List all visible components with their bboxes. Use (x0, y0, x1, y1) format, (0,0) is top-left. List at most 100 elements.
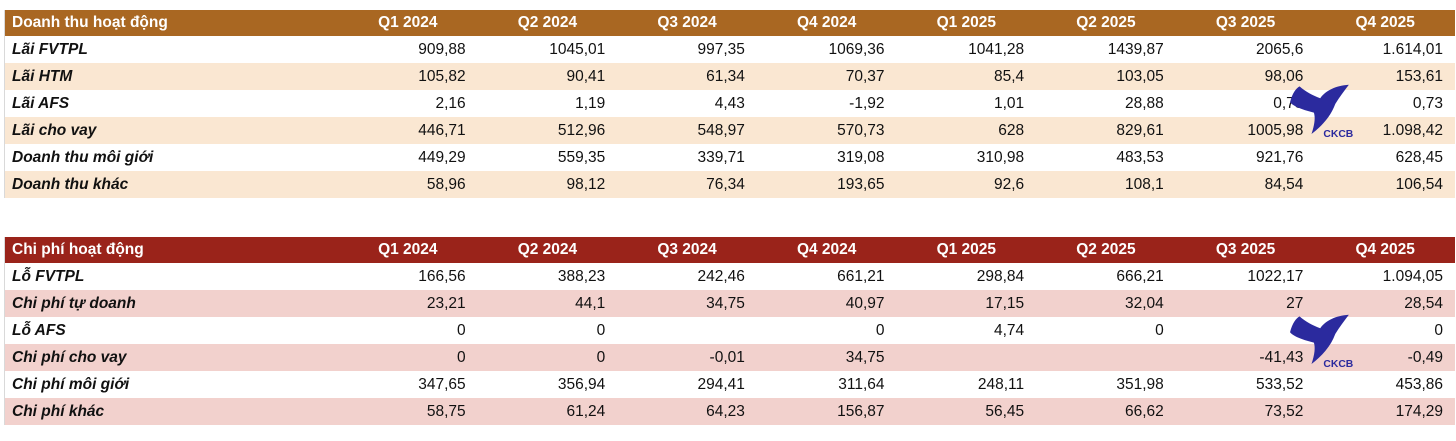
value-cell[interactable]: 1,19 (575, 94, 606, 112)
value-cell[interactable]: 28,54 (1404, 294, 1443, 312)
value-cell[interactable]: 449,29 (418, 148, 466, 166)
value-cell[interactable]: -1,92 (849, 94, 885, 112)
value-cell[interactable]: 0 (596, 348, 606, 366)
column-header[interactable]: Q1 2025 (936, 241, 997, 258)
row-label[interactable]: Lãi HTM (12, 67, 73, 85)
value-cell[interactable]: 351,98 (1116, 375, 1164, 393)
value-cell[interactable]: 1041,28 (968, 40, 1025, 58)
column-header[interactable]: Q4 2024 (796, 14, 857, 31)
value-cell[interactable]: 98,12 (566, 175, 606, 193)
value-cell[interactable]: 1005,98 (1247, 121, 1304, 139)
value-cell[interactable]: 1439,87 (1107, 40, 1164, 58)
value-cell[interactable]: 58,96 (426, 175, 466, 193)
value-cell[interactable]: 1.098,42 (1382, 121, 1443, 139)
row-label[interactable]: Chi phí môi giới (12, 375, 130, 393)
value-cell[interactable]: 548,97 (697, 121, 745, 139)
value-cell[interactable]: 347,65 (418, 375, 466, 393)
expense-table-title[interactable]: Chi phí hoạt động (12, 241, 144, 258)
column-header[interactable]: Q1 2025 (936, 14, 997, 31)
value-cell[interactable]: 2065,6 (1255, 40, 1304, 58)
value-cell[interactable]: 1,01 (993, 94, 1025, 112)
value-cell[interactable]: 0 (1155, 321, 1164, 339)
value-cell[interactable]: 512,96 (557, 121, 606, 139)
value-cell[interactable]: 0 (1434, 321, 1443, 339)
row-label[interactable]: Lãi FVTPL (12, 40, 88, 58)
value-cell[interactable]: 921,76 (1255, 148, 1304, 166)
value-cell[interactable]: 483,53 (1116, 148, 1164, 166)
value-cell[interactable]: 446,71 (418, 121, 466, 139)
value-cell[interactable]: -41,43 (1259, 348, 1304, 366)
revenue-table-title[interactable]: Doanh thu hoạt động (12, 14, 168, 31)
value-cell[interactable]: -0,49 (1407, 348, 1443, 366)
column-header[interactable]: Q4 2025 (1355, 241, 1415, 258)
column-header[interactable]: Q1 2024 (378, 241, 438, 258)
value-cell[interactable]: 628,45 (1395, 148, 1443, 166)
value-cell[interactable]: 248,11 (977, 375, 1025, 393)
column-header[interactable]: Q3 2025 (1215, 241, 1276, 258)
value-cell[interactable]: 44,1 (575, 294, 606, 312)
column-header[interactable]: Q3 2024 (657, 14, 717, 31)
row-label[interactable]: Lãi AFS (12, 94, 70, 112)
value-cell[interactable]: 193,65 (837, 175, 885, 193)
value-cell[interactable]: 1022,17 (1247, 267, 1304, 285)
value-cell[interactable]: 70,37 (845, 67, 885, 85)
value-cell[interactable]: 105,82 (418, 67, 466, 85)
value-cell[interactable]: 27 (1286, 294, 1304, 312)
value-cell[interactable]: 388,23 (557, 267, 606, 285)
value-cell[interactable]: 533,52 (1255, 375, 1304, 393)
value-cell[interactable]: 58,75 (426, 402, 466, 420)
row-label[interactable]: Chi phí khác (12, 402, 105, 420)
value-cell[interactable]: 28,88 (1124, 94, 1164, 112)
value-cell[interactable]: 242,46 (697, 267, 745, 285)
value-cell[interactable]: 23,21 (426, 294, 466, 312)
value-cell[interactable]: 34,75 (706, 294, 745, 312)
value-cell[interactable]: 0,73 (1412, 94, 1443, 112)
column-header[interactable]: Q2 2025 (1076, 14, 1136, 31)
value-cell[interactable]: -0,01 (709, 348, 745, 366)
value-cell[interactable]: 61,34 (706, 67, 745, 85)
value-cell[interactable]: 153,61 (1395, 67, 1443, 85)
row-label[interactable]: Chi phí cho vay (12, 348, 127, 366)
value-cell[interactable]: 298,84 (976, 267, 1025, 285)
value-cell[interactable]: 103,05 (1116, 67, 1164, 85)
column-header[interactable]: Q1 2024 (378, 14, 438, 31)
value-cell[interactable]: 1045,01 (549, 40, 606, 58)
value-cell[interactable]: 84,54 (1264, 175, 1304, 193)
value-cell[interactable]: 66,62 (1124, 402, 1164, 420)
value-cell[interactable]: 319,08 (837, 148, 885, 166)
value-cell[interactable]: 0 (875, 321, 885, 339)
value-cell[interactable]: 0 (1294, 321, 1304, 339)
value-cell[interactable]: 56,45 (985, 402, 1025, 420)
row-label[interactable]: Lỗ AFS (12, 321, 66, 339)
value-cell[interactable]: 294,41 (697, 375, 745, 393)
value-cell[interactable]: 829,61 (1116, 121, 1164, 139)
value-cell[interactable]: 453,86 (1395, 375, 1443, 393)
value-cell[interactable]: 666,21 (1116, 267, 1164, 285)
value-cell[interactable]: 156,87 (837, 402, 885, 420)
column-header[interactable]: Q2 2024 (517, 14, 578, 31)
column-header[interactable]: Q2 2024 (517, 241, 578, 258)
column-header[interactable]: Q3 2024 (657, 241, 717, 258)
row-label[interactable]: Lãi cho vay (12, 121, 97, 139)
value-cell[interactable]: 628 (998, 121, 1025, 139)
column-header[interactable]: Q4 2025 (1355, 14, 1415, 31)
value-cell[interactable]: 85,4 (993, 67, 1025, 85)
value-cell[interactable]: 997,35 (697, 40, 745, 58)
value-cell[interactable]: 4,74 (993, 321, 1025, 339)
column-header[interactable]: Q2 2025 (1076, 241, 1136, 258)
value-cell[interactable]: 64,23 (706, 402, 745, 420)
value-cell[interactable]: 310,98 (976, 148, 1025, 166)
value-cell[interactable]: 34,75 (845, 348, 885, 366)
value-cell[interactable]: 17,15 (985, 294, 1025, 312)
value-cell[interactable]: 98,06 (1264, 67, 1304, 85)
value-cell[interactable]: 108,1 (1124, 175, 1164, 193)
row-label[interactable]: Doanh thu khác (12, 175, 129, 193)
value-cell[interactable]: 1.094,05 (1382, 267, 1443, 285)
value-cell[interactable]: 0,73 (1273, 94, 1304, 112)
value-cell[interactable]: 174,29 (1395, 402, 1443, 420)
value-cell[interactable]: 73,52 (1264, 402, 1304, 420)
column-header[interactable]: Q4 2024 (796, 241, 857, 258)
value-cell[interactable]: 166,56 (418, 267, 466, 285)
value-cell[interactable]: 92,6 (993, 175, 1025, 193)
row-label[interactable]: Lỗ FVTPL (12, 267, 85, 285)
